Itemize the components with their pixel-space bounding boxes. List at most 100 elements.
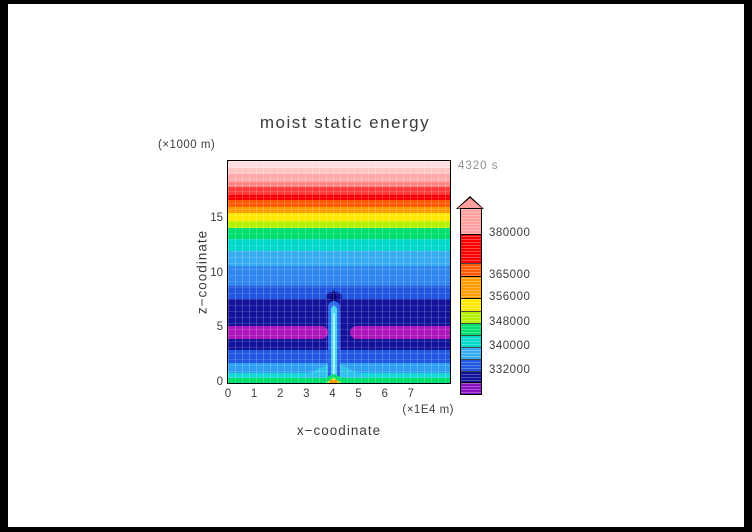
colorbar-tick-label: 348000 [489,316,531,328]
z-minor-tick [447,262,450,263]
magenta-layer-left-blob [228,325,329,339]
colorbar-separator-line [461,359,481,360]
z-tick-label: 15 [210,211,223,224]
z-minor-tick [447,371,450,372]
x-minor-tick [346,380,347,383]
x-minor-tick [241,161,242,164]
x-tick-label: 7 [407,388,415,400]
colorbar-separator-line [461,276,481,277]
contour-band [228,181,450,188]
axis-ticks-layer [228,161,450,383]
x-major-tick [359,161,360,167]
z-minor-tick [447,284,450,285]
x-minor-tick [437,161,438,164]
x-major-tick [306,161,307,167]
z-minor-tick [228,240,231,241]
magenta-layer-right-blob [349,325,450,339]
colorbar-segment [461,324,481,336]
z-minor-tick [447,338,450,339]
z-tick-label: 10 [210,266,223,279]
x-tick-label: 4 [329,388,336,400]
x-major-tick [411,161,412,167]
x-major-tick [359,377,360,383]
x-major-tick [280,377,281,383]
z-minor-tick [228,360,231,361]
x-minor-tick [372,380,373,383]
x-tick-label: 0 [224,388,232,400]
colorbar-separator-line [461,382,481,383]
x-major-tick [280,161,281,167]
z-minor-tick [447,240,450,241]
z-minor-tick [447,229,450,230]
colorbar-segment [461,299,481,312]
colorbar-separator-line [461,298,481,299]
plot-title: moist static energy [259,113,431,132]
colorbar-separator-line [461,234,481,235]
z-minor-tick [447,196,450,197]
contour-band [228,250,450,266]
x-minor-tick [424,161,425,164]
contour-band [228,227,450,239]
z-major-tick [444,218,450,219]
colorbar-arrow-fill [457,198,483,209]
x-minor-tick [346,161,347,164]
colorbar-segment [461,360,481,372]
z-minor-tick [228,163,231,164]
contour-band [228,213,450,222]
x-tick-label: 3 [303,388,310,400]
colorbar-segment [461,348,481,360]
contour-band [228,161,450,168]
updraft-core-column [332,313,335,383]
x-tick-label: 2 [277,388,284,400]
colorbar-separator-line [461,263,481,264]
z-minor-tick [447,316,450,317]
colorbar-segment [461,383,481,394]
contour-band [228,221,450,228]
z-minor-tick [228,174,231,175]
x-minor-tick [319,161,320,164]
x-minor-tick [267,380,268,383]
colorbar-segment [461,277,481,299]
colorbar [460,208,482,395]
z-minor-tick [447,207,450,208]
z-tick-label: 0 [216,376,223,388]
x-major-tick [332,161,333,167]
z-major-tick [444,327,450,328]
z-major-tick [228,273,234,274]
colorbar-tick-label: 380000 [489,227,531,239]
z-minor-tick [228,196,231,197]
z-minor-tick [447,251,450,252]
contour-band [228,265,450,286]
colorbar-tick-label: 332000 [489,364,531,376]
contour-band [228,238,450,251]
colorbar-tick-label: 356000 [489,291,531,303]
colorbar-separator-line [461,371,481,372]
colorbar-tick-label: 340000 [489,340,531,352]
z-major-tick [444,273,450,274]
contour-band [228,187,450,195]
z-major-tick [444,382,450,383]
z-minor-tick [228,371,231,372]
z-minor-tick [228,295,231,296]
colorbar-separator-line [461,323,481,324]
z-minor-tick [228,229,231,230]
x-minor-tick [437,380,438,383]
contour-band [228,174,450,182]
colorbar-segment [461,264,481,277]
contour-band [228,167,450,175]
x-minor-tick [241,380,242,383]
x-minor-tick [372,161,373,164]
z-minor-tick [228,338,231,339]
z-minor-tick [228,284,231,285]
x-major-tick [332,377,333,383]
z-minor-tick [447,349,450,350]
updraft-dark-tip [329,287,338,304]
colorbar-segment [461,372,481,383]
x-minor-tick [319,380,320,383]
z-minor-tick [228,207,231,208]
z-axis-unit-label: (×1000 m) [158,139,216,151]
x-major-tick [385,377,386,383]
z-minor-tick [447,185,450,186]
z-minor-tick [228,316,231,317]
z-minor-tick [228,349,231,350]
